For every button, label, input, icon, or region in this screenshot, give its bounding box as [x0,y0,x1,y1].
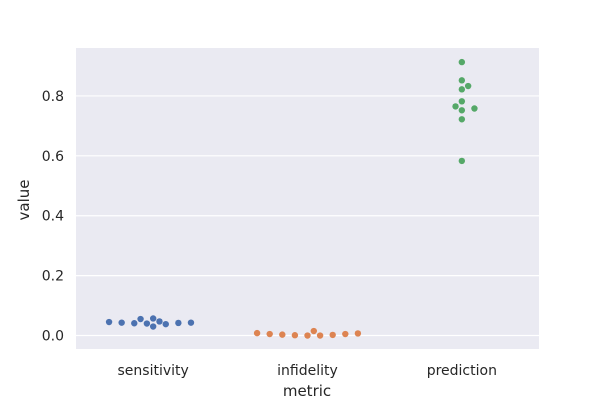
data-point-infidelity [329,331,336,339]
x-tick-label-prediction: prediction [427,363,497,379]
data-point-prediction [458,58,466,66]
data-point-infidelity [253,329,261,337]
data-point-sensitivity [175,319,182,327]
y-tick-label: 0.6 [42,149,64,165]
y-axis-label: value [15,180,33,221]
data-point-infidelity [342,330,349,338]
data-point-prediction [458,77,466,84]
y-tick-label: 0.8 [42,89,64,105]
data-points [105,58,478,339]
data-point-sensitivity [118,319,125,326]
data-point-sensitivity [149,323,157,330]
y-tick-label: 0.4 [42,209,64,225]
x-tick-label-infidelity: infidelity [277,363,338,379]
y-tick-label: 0.0 [42,329,64,345]
data-point-infidelity [304,332,311,339]
data-point-prediction [458,98,466,105]
data-point-sensitivity [131,320,138,327]
data-point-sensitivity [156,318,163,325]
y-tick-label: 0.2 [42,269,64,285]
data-point-sensitivity [143,320,151,327]
data-point-infidelity [354,330,362,337]
data-point-infidelity [316,332,324,339]
data-point-infidelity [310,327,317,335]
data-point-prediction [458,86,466,93]
data-point-prediction [464,82,472,90]
data-point-prediction [458,107,466,114]
data-point-prediction [458,157,466,165]
plot-background [76,48,539,349]
data-point-sensitivity [137,315,144,323]
data-point-prediction [452,103,459,110]
gridlines [76,95,539,337]
data-point-infidelity [279,331,286,338]
data-point-prediction [471,105,478,112]
data-point-sensitivity [162,320,169,328]
data-point-infidelity [291,332,299,339]
data-point-infidelity [266,330,273,338]
data-point-sensitivity [187,319,195,326]
y-tick-labels: 0.0 0.2 0.4 0.6 0.8 [42,89,64,345]
x-tick-label-sensitivity: sensitivity [118,363,189,379]
data-point-sensitivity [105,318,113,326]
data-point-sensitivity [149,315,157,322]
x-axis-label: metric [283,382,331,400]
x-tick-labels: sensitivity infidelity prediction [118,363,497,379]
data-point-prediction [458,116,466,123]
